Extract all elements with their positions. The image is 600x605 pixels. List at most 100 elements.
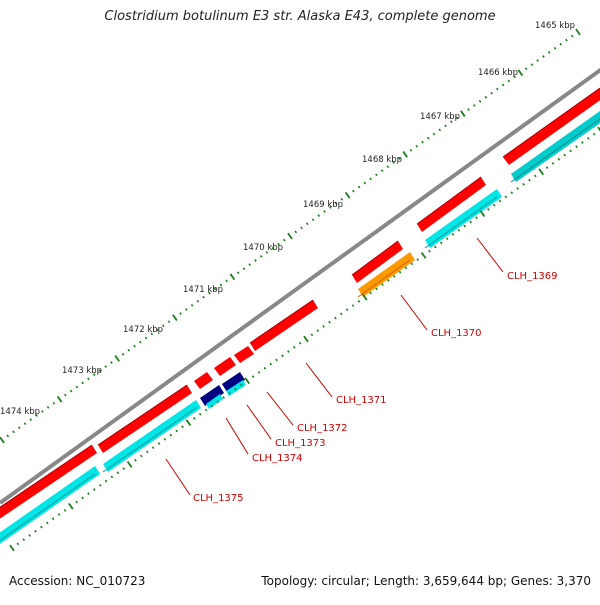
minor-tick [17, 426, 21, 430]
minor-tick [145, 450, 149, 454]
gene-feature-forward[interactable] [250, 300, 318, 351]
minor-tick [242, 267, 246, 271]
minor-tick [298, 341, 302, 345]
minor-tick [196, 299, 200, 303]
gene-feature-forward[interactable] [503, 88, 600, 165]
minor-tick [486, 208, 490, 211]
minor-tick [501, 83, 505, 87]
minor-tick [345, 308, 349, 312]
minor-tick [41, 410, 44, 413]
major-tick [517, 69, 524, 77]
minor-tick [434, 245, 437, 249]
minor-tick [257, 371, 261, 374]
gene-label-clh-1371[interactable]: CLH_1371 [336, 395, 387, 406]
gene-labels: CLH_1369 CLH_1370 CLH_1371 CLH_1372 CLH_… [165, 237, 558, 504]
gene-feature-forward[interactable] [98, 385, 192, 453]
minor-tick [310, 333, 314, 337]
gene-feature-forward[interactable] [214, 357, 236, 376]
minor-tick [87, 492, 90, 496]
gene-label-clh-1369[interactable]: CLH_1369 [507, 271, 558, 282]
kbp-label: 1467 kbp [420, 112, 460, 122]
minor-tick [156, 328, 159, 332]
minor-tick [581, 141, 584, 144]
minor-tick [438, 128, 442, 132]
gene-label-clh-1375[interactable]: CLH_1375 [193, 493, 244, 504]
map-title: Clostridium botulinum E3 str. Alaska E43… [104, 9, 496, 24]
minor-tick [469, 220, 472, 224]
minor-tick [202, 295, 205, 299]
minor-tick [93, 488, 96, 491]
minor-tick [467, 108, 470, 111]
minor-tick [369, 291, 372, 295]
gene-feature-reverse[interactable] [206, 394, 223, 409]
minor-tick [415, 144, 419, 148]
minor-tick [536, 59, 539, 62]
gene-feature-reverse[interactable] [358, 252, 415, 297]
minor-tick [64, 393, 67, 397]
minor-tick [357, 300, 361, 303]
gene-feature-forward[interactable] [234, 346, 254, 363]
gene-feature-reverse[interactable] [222, 372, 245, 392]
minor-tick [282, 238, 286, 242]
minor-tick [287, 350, 290, 353]
gene-feature-forward[interactable] [0, 445, 97, 522]
minor-tick [457, 228, 461, 232]
minor-tick [547, 51, 551, 54]
minor-tick [563, 153, 567, 157]
minor-tick [428, 249, 431, 253]
minor-tick [570, 34, 574, 38]
leader-line [476, 237, 504, 273]
minor-tick [22, 538, 26, 542]
minor-tick [294, 230, 298, 234]
reverse-strand-track [0, 111, 600, 544]
kbp-label: 1466 kbp [478, 68, 518, 78]
minor-tick [386, 165, 390, 169]
gene-feature-reverse[interactable] [103, 400, 201, 472]
major-tick [287, 232, 293, 240]
minor-tick [210, 404, 214, 408]
major-tick [538, 168, 544, 176]
minor-tick [6, 434, 10, 438]
gene-feature-reverse[interactable] [425, 189, 502, 248]
major-tick [0, 436, 5, 444]
minor-tick [190, 303, 194, 307]
minor-tick [524, 67, 528, 71]
gene-label-clh-1372[interactable]: CLH_1372 [297, 423, 348, 434]
minor-tick [449, 120, 453, 124]
minor-tick [169, 433, 173, 437]
minor-tick [133, 344, 136, 348]
minor-tick [426, 136, 430, 140]
minor-tick [392, 161, 395, 164]
gene-label-clh-1373[interactable]: CLH_1373 [275, 438, 326, 449]
minor-tick [534, 174, 537, 178]
kbp-label: 1465 kbp [535, 21, 575, 31]
minor-tick [439, 241, 443, 245]
gene-feature-reverse[interactable] [511, 111, 600, 182]
kbp-label: 1473 kbp [62, 366, 102, 376]
gene-feature-forward[interactable] [417, 177, 486, 232]
major-tick [114, 355, 120, 362]
gene-label-clh-1374[interactable]: CLH_1374 [252, 453, 303, 464]
minor-tick [157, 442, 161, 445]
minor-tick [369, 177, 372, 181]
minor-tick [504, 195, 508, 199]
minor-tick [463, 224, 467, 228]
minor-tick [322, 325, 325, 328]
minor-tick [225, 279, 228, 283]
gene-feature-forward[interactable] [352, 241, 403, 283]
minor-tick [104, 365, 107, 368]
gene-label-clh-1370[interactable]: CLH_1370 [431, 328, 482, 339]
minor-tick [192, 417, 196, 420]
minor-tick [179, 312, 182, 315]
minor-tick [150, 332, 154, 336]
minor-tick [228, 391, 231, 395]
minor-tick [387, 279, 390, 282]
kbp-labels: 1465 kbp 1466 kbp 1467 kbp 1468 kbp 1469… [0, 21, 575, 417]
minor-tick [334, 316, 337, 320]
leader-line [246, 404, 272, 440]
minor-tick [87, 377, 90, 381]
gene-feature-reverse[interactable] [200, 385, 224, 406]
minor-tick [292, 345, 296, 349]
gene-feature-forward[interactable] [194, 372, 213, 389]
minor-tick [259, 255, 263, 258]
